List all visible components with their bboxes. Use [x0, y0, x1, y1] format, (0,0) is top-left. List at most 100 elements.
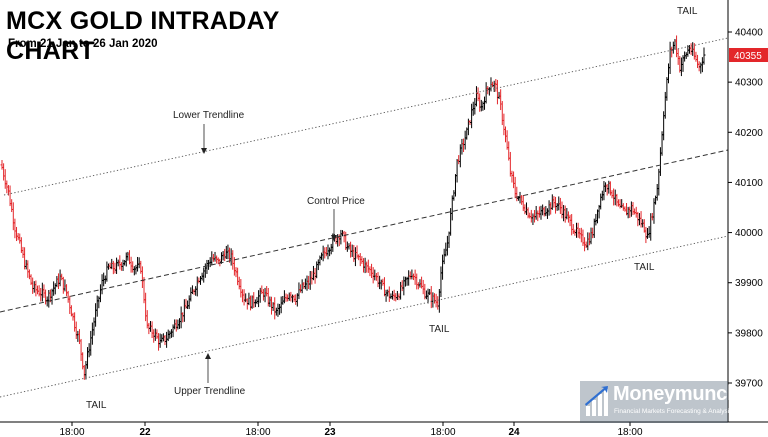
ohlc-bar	[15, 226, 19, 242]
bar-chart-arrow-icon	[585, 386, 608, 416]
ohlc-bar	[42, 284, 46, 298]
ohlc-bar	[436, 296, 440, 310]
ohlc-bar	[399, 281, 403, 300]
ohlc-bar	[182, 299, 186, 322]
ohlc-bar	[470, 103, 474, 129]
ohlc-bar	[26, 260, 30, 278]
ohlc-bar	[329, 243, 333, 255]
ohlc-bar	[441, 254, 445, 280]
page-title: MCX GOLD INTRADAY CHART	[6, 6, 350, 65]
ohlc-bar	[111, 260, 115, 275]
control-price-label: Control Price	[307, 196, 365, 207]
ohlc-bar	[84, 360, 88, 380]
ohlc-bar	[492, 80, 496, 93]
ohlc-bar	[700, 57, 704, 73]
ohlc-bar	[328, 247, 332, 257]
ohlc-bar	[408, 271, 412, 280]
ohlc-bar	[474, 86, 478, 107]
x-tick-label: 24	[508, 427, 520, 437]
ohlc-bar	[560, 201, 564, 219]
ohlc-bar	[523, 204, 527, 215]
ohlc-bar	[229, 248, 233, 266]
ohlc-bar	[562, 205, 566, 222]
ohlc-bar	[339, 229, 343, 245]
ohlc-bar	[244, 293, 248, 303]
ohlc-bar	[626, 206, 630, 219]
ohlc-bar	[550, 194, 554, 210]
upper-trendline	[0, 235, 729, 398]
ohlc-bar	[410, 269, 414, 280]
control-price-arrowhead	[331, 235, 337, 241]
ohlc-bar	[73, 312, 77, 332]
ohlc-bar	[74, 321, 78, 340]
ohlc-bar	[166, 329, 170, 342]
ohlc-bar	[402, 276, 406, 296]
ohlc-bar	[589, 227, 593, 245]
ohlc-bar	[403, 276, 407, 287]
ohlc-bar	[457, 155, 461, 165]
ohlc-bar	[353, 247, 357, 267]
ohlc-bar	[537, 206, 541, 218]
ohlc-bar	[95, 295, 99, 317]
ohlc-bar	[157, 333, 161, 351]
ohlc-bar	[361, 258, 365, 273]
ohlc-bar	[53, 283, 57, 295]
ohlc-bar	[370, 263, 374, 279]
ohlc-bar	[360, 256, 364, 264]
ohlc-bar	[539, 205, 543, 220]
ohlc-bar	[563, 205, 567, 223]
ohlc-bar	[34, 280, 38, 297]
ohlc-bar	[613, 189, 617, 206]
ohlc-bar	[266, 287, 270, 307]
logo-name: Moneymunch	[613, 383, 739, 405]
ohlc-bar	[68, 295, 72, 314]
ohlc-bar	[378, 275, 382, 290]
ohlc-bar	[666, 63, 670, 84]
y-tick-label: 40400	[735, 28, 763, 39]
ohlc-bar	[473, 97, 477, 115]
ohlc-bar	[82, 365, 86, 380]
y-tick-label: 39700	[735, 379, 763, 390]
ohlc-bar	[513, 176, 517, 199]
lower-trendline	[3, 37, 729, 196]
ohlc-bar	[281, 296, 285, 305]
ohlc-bar	[452, 190, 456, 201]
ohlc-bar	[11, 202, 15, 231]
x-tick-label: 22	[139, 427, 151, 437]
ohlc-bar	[439, 266, 443, 298]
ohlc-bar	[18, 233, 22, 244]
ohlc-bar	[591, 227, 595, 239]
ohlc-bar	[484, 82, 488, 104]
ohlc-bar	[581, 229, 585, 246]
ohlc-bar	[107, 263, 111, 270]
ohlc-bar	[278, 303, 282, 315]
ohlc-bar	[287, 292, 291, 301]
y-tick-label: 39900	[735, 278, 763, 289]
ohlc-bar	[431, 292, 435, 308]
logo-tagline: Financial Markets Forecasting & Analysis	[614, 408, 733, 415]
ohlc-bar	[655, 183, 659, 201]
ohlc-bar	[299, 284, 303, 293]
x-ticks: 18:00 22 18:00 23 18:00 24 18:00	[59, 422, 643, 437]
tail-label-2: TAIL	[429, 324, 450, 335]
ohlc-bar	[113, 262, 117, 274]
ohlc-bar	[505, 130, 509, 150]
ohlc-bar	[607, 180, 611, 194]
ohlc-bar	[381, 278, 385, 286]
price-bars	[0, 35, 706, 380]
ohlc-bar	[276, 303, 280, 317]
ohlc-bar	[263, 287, 267, 303]
ohlc-bar	[76, 330, 80, 342]
ohlc-bar	[270, 296, 274, 315]
y-tick-label: 40300	[735, 78, 763, 89]
ohlc-bar	[558, 197, 562, 214]
ohlc-bar	[124, 252, 128, 267]
ohlc-bar	[44, 289, 48, 305]
ohlc-bar	[31, 277, 35, 294]
last-price-marker	[729, 48, 768, 62]
ohlc-bar	[195, 276, 199, 297]
ohlc-bar	[126, 251, 130, 261]
ohlc-bar	[116, 259, 120, 267]
ohlc-bar	[274, 307, 278, 316]
ohlc-bar	[197, 277, 201, 284]
